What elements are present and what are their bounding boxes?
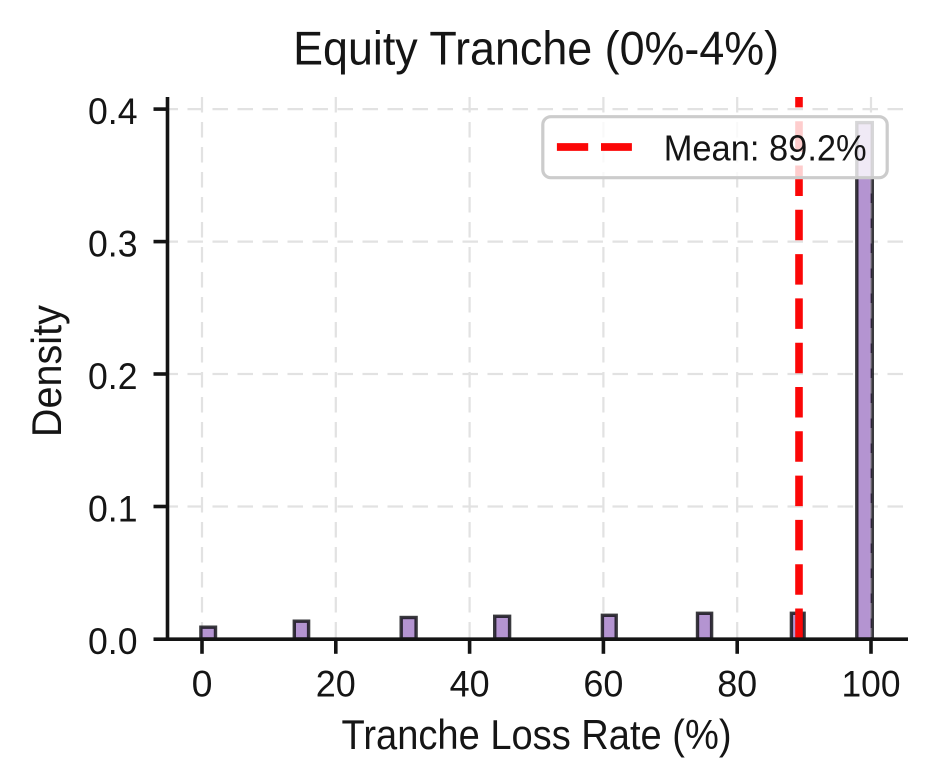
- svg-text:60: 60: [583, 662, 623, 704]
- svg-text:40: 40: [450, 662, 490, 704]
- svg-text:0.2: 0.2: [88, 355, 138, 397]
- svg-text:0.3: 0.3: [88, 223, 138, 265]
- svg-text:Density: Density: [23, 305, 70, 437]
- svg-text:0.4: 0.4: [88, 90, 138, 132]
- svg-text:Tranche Loss Rate (%): Tranche Loss Rate (%): [342, 712, 732, 758]
- svg-text:20: 20: [316, 662, 356, 704]
- svg-text:0.1: 0.1: [88, 488, 138, 530]
- svg-text:Mean: 89.2%: Mean: 89.2%: [664, 127, 867, 168]
- svg-text:0: 0: [192, 662, 213, 704]
- svg-text:0.0: 0.0: [88, 620, 138, 662]
- svg-text:Equity Tranche (0%-4%): Equity Tranche (0%-4%): [293, 22, 779, 75]
- svg-text:100: 100: [842, 662, 901, 704]
- svg-text:80: 80: [717, 662, 757, 704]
